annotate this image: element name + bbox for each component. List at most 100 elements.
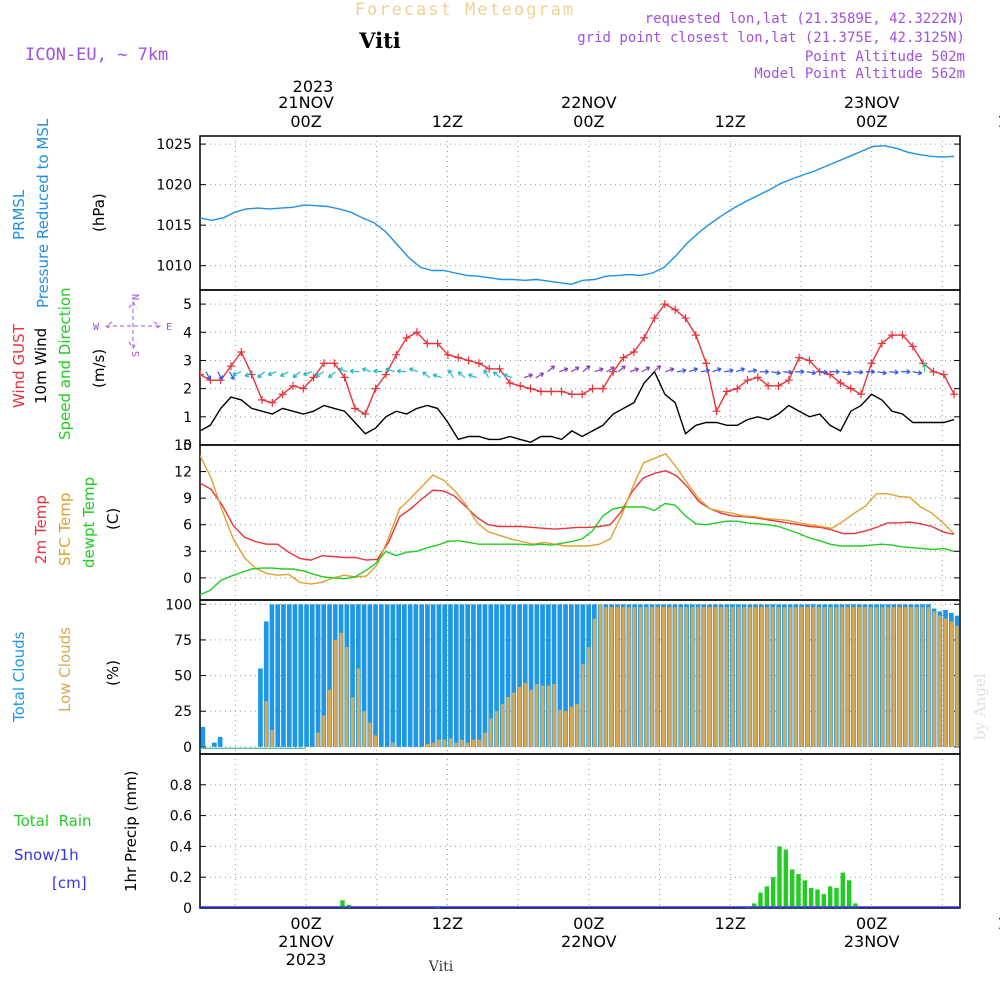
total-cloud-bar xyxy=(396,604,401,747)
compass-ns-arrow xyxy=(128,301,138,349)
total-cloud-bar xyxy=(390,604,396,747)
gust-marker xyxy=(836,379,845,387)
low-cloud-bar xyxy=(644,607,648,747)
low-cloud-bar xyxy=(754,607,758,747)
low-cloud-bar xyxy=(828,607,833,747)
low-cloud-bar xyxy=(898,607,902,747)
gust-marker xyxy=(598,384,607,393)
low-cloud-bar xyxy=(483,732,487,747)
panel-3: 0 25 50 75 100 xyxy=(165,597,961,756)
wind-arrow xyxy=(922,362,928,372)
low-cloud-bar xyxy=(494,711,499,747)
low-cloud-bar xyxy=(650,607,654,747)
wind-arrow xyxy=(901,369,911,375)
wind-arrow xyxy=(735,367,746,373)
total-cloud-bar xyxy=(286,604,292,747)
gust-marker xyxy=(650,314,659,323)
wind-arrow xyxy=(795,369,805,375)
wind-arrow xyxy=(385,367,395,373)
low-cloud-bar xyxy=(759,607,763,747)
wind-arrow xyxy=(853,369,864,375)
panel-0: 1010 1015 1020 1025 xyxy=(156,135,961,291)
gust-marker xyxy=(557,387,566,396)
low-cloud-bar xyxy=(684,607,689,747)
y-tick-label: 9 xyxy=(183,491,192,507)
total-cloud-bar xyxy=(379,604,384,747)
y-tick-label: 0.4 xyxy=(170,839,192,855)
low-cloud-bar xyxy=(604,607,608,747)
wind10-label: 10m Wind xyxy=(32,328,50,404)
wind-arrow xyxy=(267,371,277,377)
total-cloud-bar xyxy=(263,621,269,747)
wind-arrow xyxy=(889,369,899,375)
total-cloud-bar xyxy=(281,604,286,747)
compass-ew-arrow xyxy=(105,321,161,331)
low-cloud-bar xyxy=(633,607,637,747)
panel-frame xyxy=(199,753,961,909)
y-tick-label: 75 xyxy=(174,633,192,649)
total-cloud-bar xyxy=(453,604,459,747)
low-cloud-bar xyxy=(356,668,360,747)
closest-coords: grid point closest lon,lat (21.375E, 42.… xyxy=(577,30,965,46)
wind-arrow xyxy=(865,369,876,375)
gust-marker xyxy=(629,348,638,356)
wind-arrow xyxy=(653,365,662,373)
total-cloud-bar xyxy=(269,604,275,747)
top-time-label: 00Z xyxy=(290,112,321,131)
gust-marker xyxy=(888,331,897,340)
rain-bar xyxy=(821,894,826,908)
wind-arrow xyxy=(232,371,242,377)
panel-data xyxy=(200,604,960,749)
wind-arrow xyxy=(349,368,360,374)
wind-arrow xyxy=(700,368,711,374)
total-cloud-bar xyxy=(482,604,488,747)
top-time-label: 12Z xyxy=(432,112,463,131)
wind-arrow xyxy=(617,365,626,373)
total-cloud-bar xyxy=(448,604,453,747)
total-cloud-bar xyxy=(551,604,557,747)
total-cloud-bar xyxy=(476,604,482,747)
gust-marker xyxy=(774,381,783,390)
precip-unit-label: 1hr Precip (mm) xyxy=(122,771,140,892)
rain-bar xyxy=(815,889,820,908)
gust-marker xyxy=(640,333,649,342)
y-tick-label: 0.2 xyxy=(170,870,192,886)
wind-arrow xyxy=(373,368,383,374)
low-cloud-bar xyxy=(782,607,786,747)
low-cloud-bar xyxy=(569,706,573,747)
wind-arrow xyxy=(467,373,478,379)
wind-arrow xyxy=(677,368,687,374)
wind-arrow xyxy=(523,373,533,379)
gust-marker xyxy=(485,364,494,373)
rain-label: Total Rain xyxy=(13,812,92,830)
y-tick-label: 1 xyxy=(183,410,192,426)
gust-marker xyxy=(288,381,297,390)
low-cloud-bar xyxy=(351,697,355,747)
low-cloud-bar xyxy=(374,735,378,747)
low-cloud-bar xyxy=(909,607,913,747)
wind-arrow xyxy=(422,371,431,379)
low-cloud-bar xyxy=(448,738,453,747)
y-tick-label: 3 xyxy=(183,353,192,369)
gust-marker xyxy=(846,384,855,393)
wind-arrow xyxy=(257,371,266,379)
low-cloud-bar xyxy=(345,647,349,747)
gust-marker xyxy=(412,328,421,337)
total-cloud-bar xyxy=(540,604,545,747)
gust-marker xyxy=(733,384,742,393)
wind-arrow xyxy=(665,367,675,373)
low-cloud-bar xyxy=(558,709,562,747)
dewpt-label: dewpt Temp xyxy=(80,477,98,568)
total-cloud-bar xyxy=(315,604,321,747)
total-cloud-bar xyxy=(327,604,332,747)
bottom-time-label: 21NOV xyxy=(278,932,334,951)
wind-arrow xyxy=(338,367,348,373)
wind-arrow xyxy=(747,368,758,374)
gust-marker xyxy=(371,384,380,393)
y-tick-label: 1010 xyxy=(156,259,192,275)
total-cloud-bar xyxy=(430,604,436,747)
total-cloud-bar xyxy=(217,736,223,747)
panel-data xyxy=(200,453,955,596)
y-tick-label: 50 xyxy=(174,669,192,685)
rain-bar xyxy=(752,903,757,908)
